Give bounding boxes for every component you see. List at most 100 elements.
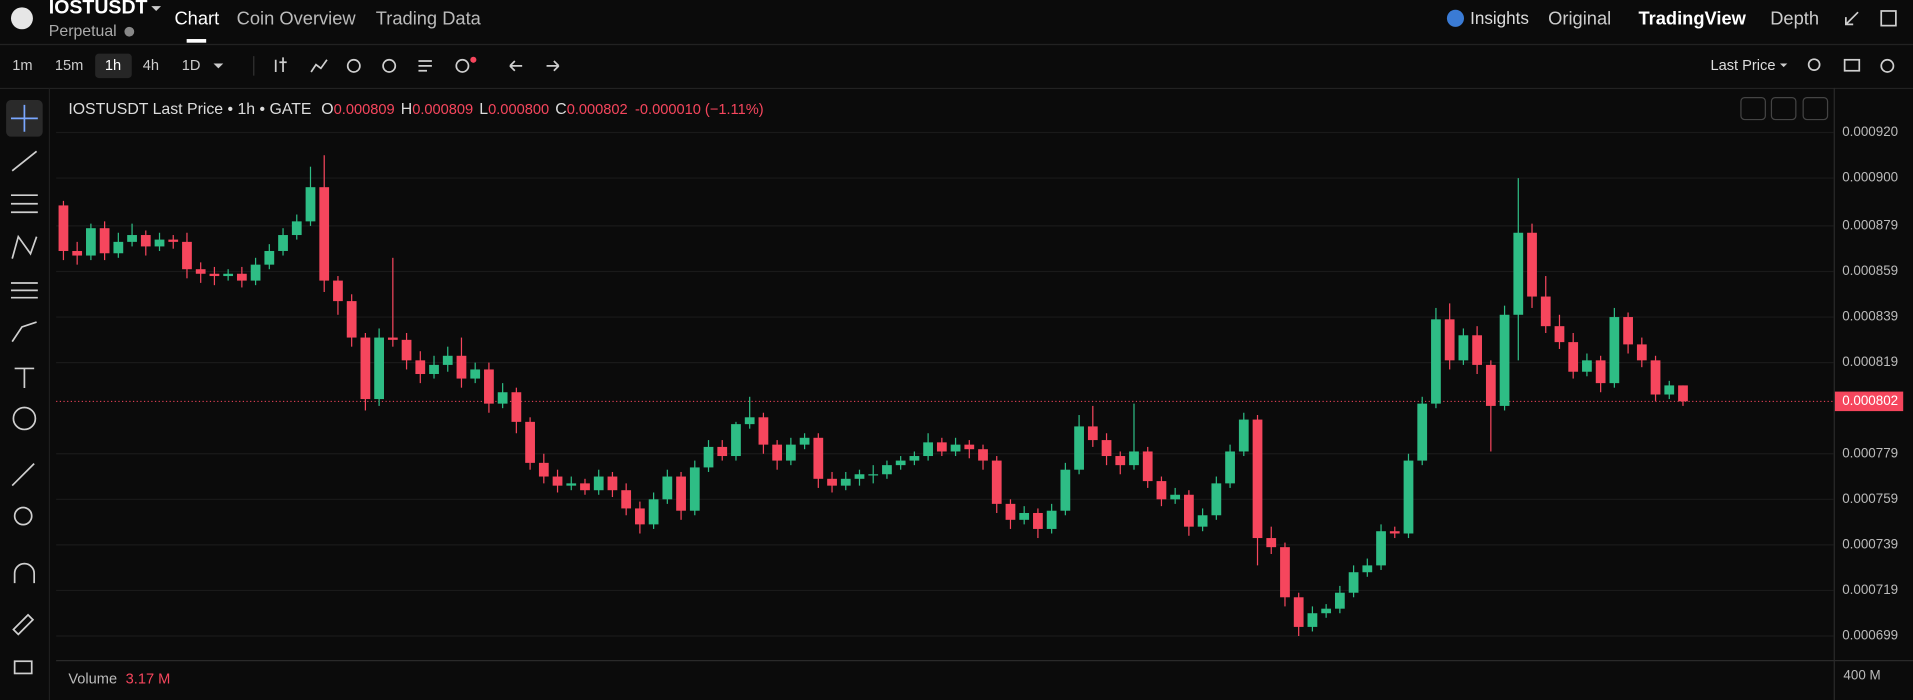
candle-body xyxy=(689,467,700,511)
last-price-label: 0.000802 xyxy=(1842,393,1898,408)
candle-body xyxy=(964,444,975,450)
lock-drawing-tool[interactable] xyxy=(12,613,35,636)
fullscreen-icon[interactable] xyxy=(1880,10,1897,27)
settings-icon[interactable] xyxy=(1880,58,1895,73)
volume-axis-label: 400 M xyxy=(1843,667,1880,682)
collapse-icon[interactable] xyxy=(1845,11,1859,26)
candle-body xyxy=(497,392,508,404)
candle-body xyxy=(319,187,330,281)
line-tool[interactable] xyxy=(11,150,38,172)
candle-body xyxy=(923,442,933,457)
interval[interactable]: 15m xyxy=(55,58,83,74)
candle-body xyxy=(1664,385,1675,395)
legend-key: H xyxy=(401,101,412,118)
y-tick-label: 0.000839 xyxy=(1842,309,1898,324)
scroll-button[interactable] xyxy=(1740,96,1766,121)
y-tick-label: 0.000719 xyxy=(1842,582,1898,597)
candle-body xyxy=(731,424,741,457)
magnet-tool[interactable] xyxy=(13,562,36,584)
legend-key: L xyxy=(479,101,488,118)
legend-key: C xyxy=(555,101,566,118)
candle-body xyxy=(1142,451,1153,482)
template-icon[interactable] xyxy=(418,60,432,72)
candle-body xyxy=(1101,440,1112,457)
y-tick-label: 0.000819 xyxy=(1842,354,1898,369)
measure-tool[interactable] xyxy=(11,462,35,487)
interval[interactable]: 1m xyxy=(12,58,32,74)
candle-body xyxy=(401,339,412,361)
tab[interactable]: Trading Data xyxy=(376,7,482,28)
view-option[interactable]: Original xyxy=(1548,7,1611,28)
indicator-icon[interactable] xyxy=(310,59,328,73)
view-option[interactable]: Depth xyxy=(1770,7,1819,28)
candle-body xyxy=(1554,326,1565,343)
candle-body xyxy=(346,301,357,338)
info-icon[interactable] xyxy=(124,26,135,37)
candle-body xyxy=(744,417,755,425)
undo-icon[interactable] xyxy=(509,60,523,72)
candle-icon[interactable] xyxy=(274,57,287,72)
candle-body xyxy=(99,228,110,254)
reset-button[interactable] xyxy=(1802,96,1829,121)
replay-icon[interactable] xyxy=(382,58,397,73)
interval-caret[interactable] xyxy=(213,63,224,69)
drawing-tools xyxy=(10,104,38,675)
brush-tool[interactable] xyxy=(11,321,37,343)
prediction-tool[interactable] xyxy=(10,282,38,299)
grid xyxy=(56,131,1834,637)
tab[interactable]: Coin Overview xyxy=(237,7,357,28)
candle-body xyxy=(182,241,192,270)
market: Perpetual xyxy=(49,23,117,40)
candle-body xyxy=(868,474,879,476)
chart-title: IOSTUSDT Last Price • 1h • GATE xyxy=(68,101,311,118)
emoji-tool[interactable] xyxy=(12,406,37,431)
collapse-button[interactable] xyxy=(1770,96,1797,121)
interval[interactable]: 1D xyxy=(182,58,201,74)
candle-body xyxy=(772,444,783,461)
candle-body xyxy=(1472,335,1482,365)
candle-body xyxy=(86,228,96,256)
y-tick-label: 0.000920 xyxy=(1842,124,1898,139)
interval[interactable]: 4h xyxy=(143,58,159,74)
candle-body xyxy=(991,460,1002,504)
camera-icon[interactable] xyxy=(1843,58,1861,72)
redo-icon[interactable] xyxy=(546,60,560,72)
price-type[interactable]: Last Price xyxy=(1710,58,1775,74)
crosshair-tool[interactable] xyxy=(10,104,38,132)
candle-body xyxy=(1074,426,1084,470)
candle-body xyxy=(1211,483,1222,516)
view-option[interactable]: TradingView xyxy=(1638,7,1746,28)
candle-body xyxy=(703,446,714,468)
candle-body xyxy=(1623,317,1633,345)
symbol-caret[interactable] xyxy=(151,6,162,11)
price-type-caret[interactable] xyxy=(1779,63,1788,68)
symbol[interactable]: IOSTUSDT xyxy=(49,0,148,19)
candle-body xyxy=(882,465,892,475)
search-icon[interactable] xyxy=(1807,58,1821,72)
add-icon[interactable] xyxy=(455,58,470,73)
candle-body xyxy=(1293,597,1304,627)
interval[interactable]: 1h xyxy=(105,58,121,74)
candle-body xyxy=(58,205,69,251)
legend-value: 0.000809 xyxy=(334,102,395,118)
fib-tool[interactable] xyxy=(10,194,38,214)
view-option[interactable]: Insights xyxy=(1470,9,1529,28)
tab[interactable]: Chart xyxy=(174,7,219,28)
candle-body xyxy=(1238,419,1249,452)
lock-tool[interactable] xyxy=(13,660,33,675)
candle-body xyxy=(168,239,179,242)
text-tool[interactable] xyxy=(14,367,35,388)
candle-body xyxy=(813,437,824,479)
candles xyxy=(58,155,1688,637)
candle-body xyxy=(278,235,288,251)
pattern-tool[interactable] xyxy=(11,234,38,259)
candle-body xyxy=(429,364,439,375)
interval-selected-bg xyxy=(95,53,132,79)
candle-body xyxy=(785,444,796,461)
candle-body xyxy=(950,444,961,452)
price-axis: 0.000920 0.000900 0.000879 0.000859 0.000839… xyxy=(1834,124,1904,643)
alert-icon[interactable] xyxy=(346,58,361,73)
zoom-tool[interactable] xyxy=(13,506,33,526)
